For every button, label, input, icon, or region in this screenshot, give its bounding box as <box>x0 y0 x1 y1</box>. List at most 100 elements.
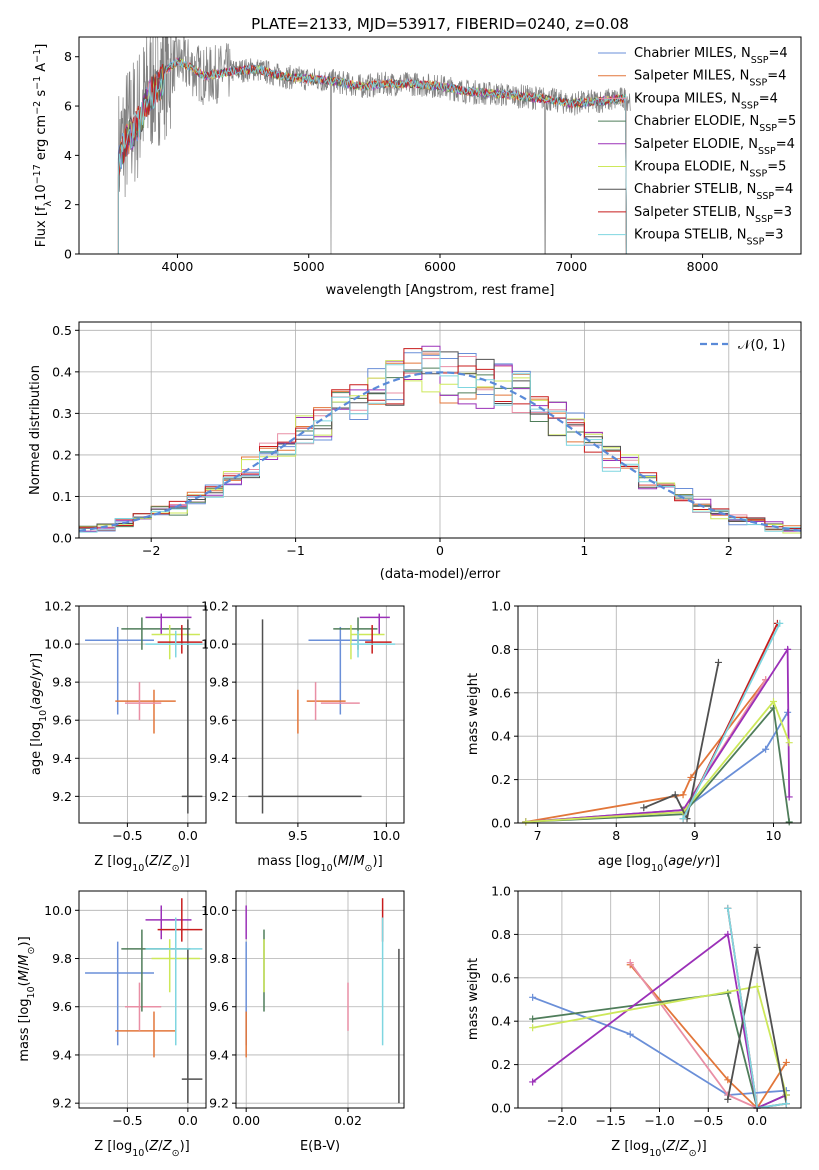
mass-weight-vs-age-ylabel: mass weight <box>466 673 481 755</box>
model-spectrum-7 <box>117 59 627 254</box>
mass-weight-vs-Z-point-8 <box>782 1100 790 1108</box>
mass-weight-vs-age-point-6 <box>640 804 648 812</box>
residuals-xlabel: (data-model)/error <box>380 567 501 582</box>
y-tick-label: 0.4 <box>491 1014 511 1029</box>
model-spectrum-8 <box>117 58 627 254</box>
x-tick-label: −1 <box>286 543 304 558</box>
y-tick-label: 9.6 <box>209 999 229 1014</box>
mass-weight-vs-age-point-5 <box>769 697 777 705</box>
mass-weight-vs-Z-point-6 <box>753 943 761 951</box>
mass-weight-vs-age-line-4 <box>525 646 791 823</box>
y-tick-label: 9.2 <box>52 789 72 804</box>
axes-frame <box>235 890 405 1109</box>
mass-weight-vs-Z-line-1 <box>629 964 788 1110</box>
legend-label-3: Chabrier ELODIE, NSSP=5 <box>634 114 796 134</box>
legend-label-5: Kroupa ELODIE, NSSP=5 <box>634 160 786 180</box>
x-tick-label: −2 <box>142 543 160 558</box>
y-tick-label: 9.6 <box>52 999 72 1014</box>
legend-label-8: Kroupa STELIB, NSSP=3 <box>634 228 784 248</box>
mass-weight-vs-age-line-5 <box>525 699 791 823</box>
mass-weight-vs-age-point-0 <box>762 745 770 753</box>
mass-weight-vs-Z-xlabel: Z [log10(Z/Z⊙)] <box>611 1139 706 1159</box>
x-tick-label: −1.5 <box>596 1113 626 1128</box>
y-tick-label: 10.0 <box>44 903 72 918</box>
figure-title: PLATE=2133, MJD=53917, FIBERID=0240, z=0… <box>251 15 629 33</box>
x-tick-label: 2 <box>725 543 733 558</box>
mass-weight-vs-age-point-8 <box>776 619 784 627</box>
mass-vs-ebv-xlabel: E(B-V) <box>300 1139 340 1154</box>
y-tick-label: 9.8 <box>52 951 72 966</box>
x-tick-label: −0.5 <box>112 1113 142 1128</box>
mass-weight-vs-age-line-8 <box>682 623 781 820</box>
observed-spectrum <box>118 37 631 254</box>
legend-label-4: Salpeter ELODIE, NSSP=4 <box>634 137 795 157</box>
mass-weight-vs-Z-point-1 <box>724 1076 732 1084</box>
mass-weight-vs-age-line-3 <box>525 705 791 823</box>
mass-vs-Z-markers <box>85 898 203 1104</box>
legend-label-normal: 𝒩(0, 1) <box>738 338 785 353</box>
mass-weight-vs-age-point-3 <box>785 818 793 826</box>
age-vs-Z-markers <box>85 613 203 814</box>
y-tick-label: 10.0 <box>44 637 72 652</box>
y-tick-label: 0.0 <box>52 531 72 546</box>
y-tick-label: 9.2 <box>52 1096 72 1111</box>
age-vs-mass-xlabel: mass [log10(M/M⊙)] <box>257 854 382 874</box>
y-tick-label: 10.2 <box>201 599 229 614</box>
mass-weight-vs-age-point-5 <box>522 818 530 826</box>
x-tick-label: 10.0 <box>372 828 400 843</box>
mass-weight-vs-age-point-5 <box>785 739 793 747</box>
mass-weight-vs-Z-line-0 <box>532 996 787 1096</box>
y-tick-label: 9.4 <box>52 1047 72 1062</box>
y-tick-label: 1.0 <box>491 599 511 614</box>
y-tick-label: 9.4 <box>52 751 72 766</box>
legend-label-2: Kroupa MILES, NSSP=4 <box>634 91 778 111</box>
x-tick-label: −0.5 <box>112 828 142 843</box>
legend-label-7: Salpeter STELIB, NSSP=3 <box>634 205 792 225</box>
x-tick-label: 4000 <box>162 259 194 274</box>
y-tick-label: 4 <box>64 148 72 163</box>
mass-weight-vs-Z-point-0 <box>626 1030 634 1038</box>
x-tick-label: 0.0 <box>178 1113 198 1128</box>
mass-weight-vs-age-line-0 <box>525 711 789 823</box>
y-tick-label: 10.2 <box>44 599 72 614</box>
y-tick-label: 0.5 <box>52 323 72 338</box>
x-tick-label: 0 <box>436 543 444 558</box>
age-vs-Z-ylabel: age [log10(age/yr)] <box>29 653 49 775</box>
mass-weight-vs-Z-point-3 <box>529 1015 537 1023</box>
y-tick-label: 9.4 <box>209 1047 229 1062</box>
y-tick-label: 0.6 <box>491 970 511 985</box>
y-tick-label: 0.8 <box>491 927 511 942</box>
y-tick-label: 9.6 <box>209 713 229 728</box>
x-tick-label: 7000 <box>555 259 587 274</box>
x-tick-label: 9.5 <box>288 828 308 843</box>
mass-weight-vs-age-point-4 <box>785 793 793 801</box>
y-tick-label: 0.2 <box>52 447 72 462</box>
y-tick-label: 9.8 <box>209 675 229 690</box>
x-tick-label: 6000 <box>424 259 456 274</box>
x-tick-label: 8000 <box>687 259 719 274</box>
y-tick-label: 0.3 <box>52 406 72 421</box>
mass-weight-vs-age-point-1 <box>679 791 687 799</box>
y-tick-label: 0.0 <box>491 1101 511 1116</box>
axes-frame <box>235 605 405 824</box>
mass-weight-vs-Z-point-0 <box>529 993 537 1001</box>
mass-weight-vs-Z-point-1 <box>782 1058 790 1066</box>
x-tick-label: −1.0 <box>644 1113 674 1128</box>
y-tick-label: 0.8 <box>491 642 511 657</box>
x-tick-label: 0.00 <box>232 1113 260 1128</box>
mass-weight-vs-age-point-1 <box>687 773 695 781</box>
mass-weight-vs-age-point-8 <box>679 815 687 823</box>
x-tick-label: 9 <box>691 828 699 843</box>
mass-weight-vs-Z-point-5 <box>753 982 761 990</box>
mass-vs-ebv-markers <box>245 898 400 1104</box>
y-tick-label: 9.2 <box>209 1096 229 1111</box>
mass-weight-vs-age-point-6 <box>714 658 722 666</box>
x-tick-label: 1 <box>580 543 588 558</box>
y-tick-label: 9.8 <box>209 951 229 966</box>
mass-vs-Z-xlabel: Z [log10(Z/Z⊙)] <box>94 1139 189 1159</box>
y-tick-label: 0.2 <box>491 1057 511 1072</box>
mass-weight-vs-Z-lines <box>529 904 790 1112</box>
y-tick-label: 0.1 <box>52 489 72 504</box>
x-tick-label: 8 <box>612 828 620 843</box>
